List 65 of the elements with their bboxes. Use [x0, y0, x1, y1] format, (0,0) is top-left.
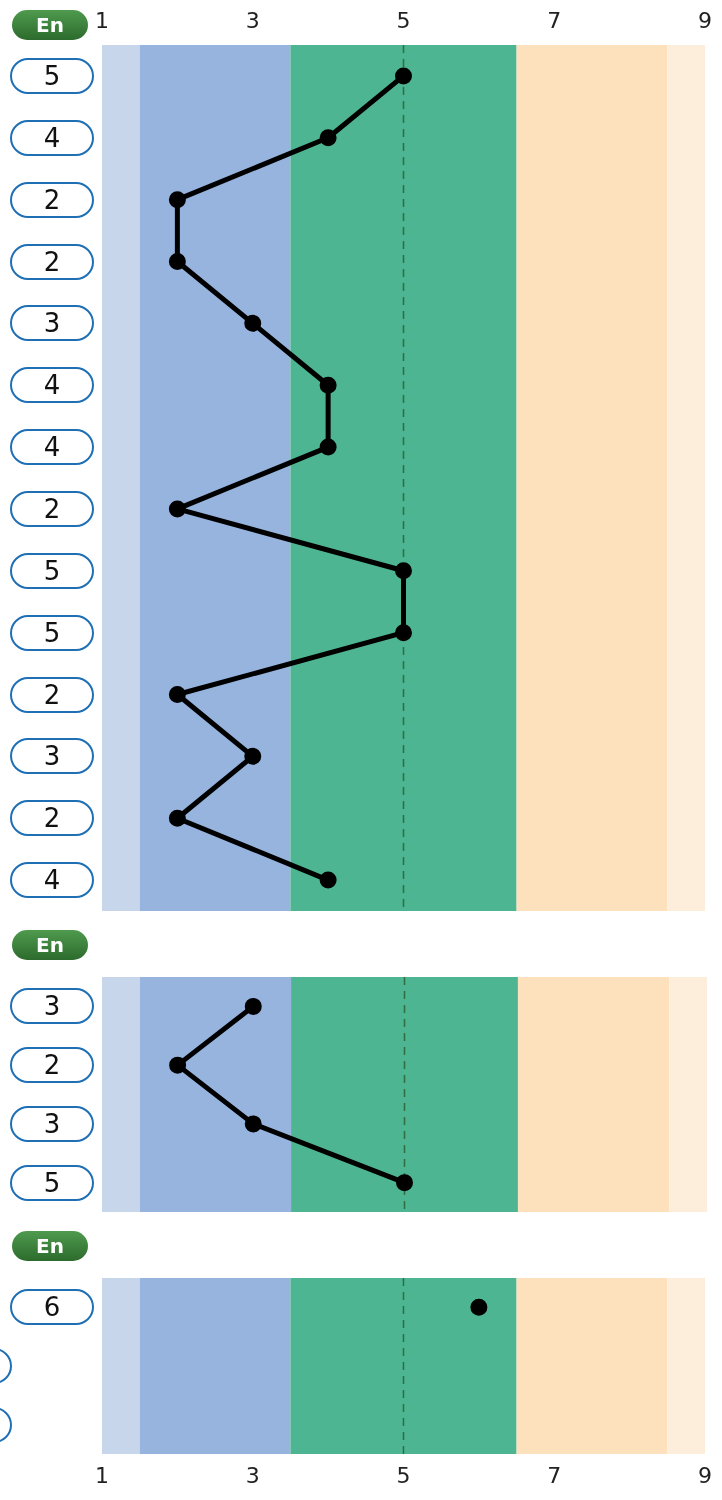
label-frame: 3 — [10, 305, 94, 342]
label-frame: 2 — [10, 243, 94, 280]
label-frame: 6 — [10, 1289, 94, 1326]
point — [168, 191, 186, 209]
point — [168, 686, 186, 703]
y-tick-label: 4 — [43, 122, 61, 153]
point — [319, 438, 337, 456]
chart-title: En — [12, 930, 88, 960]
y-tick-label: 5 — [43, 617, 61, 648]
y-tick-label: 6 — [43, 1292, 61, 1323]
y-tick-label: 3 — [43, 308, 61, 339]
y-tick-label: 2 — [43, 184, 61, 215]
y-tick-label: 4 — [43, 370, 61, 401]
y-tick-label: 5 — [43, 555, 61, 586]
point — [395, 562, 412, 580]
label-frame: 5 — [10, 1164, 94, 1201]
label-frame: 4 — [10, 119, 94, 156]
label-frame: 2 — [10, 800, 94, 837]
y-tick-label: 2 — [43, 1050, 61, 1081]
y-tick-label: 4 — [43, 432, 61, 463]
point — [168, 500, 186, 518]
label-frame: 5 — [10, 614, 94, 651]
chart-title: En — [12, 10, 88, 40]
point — [319, 376, 337, 394]
x-tick-label: 1 — [95, 7, 109, 33]
y-tick-label: 5 — [43, 1167, 61, 1198]
label-frame: 2 — [10, 181, 94, 218]
y-tick-label: 5 — [43, 60, 61, 91]
label-frame: 3 — [10, 738, 94, 775]
label-frame: 2 — [10, 490, 94, 527]
label-frame: 4 — [10, 429, 94, 466]
point — [319, 871, 337, 889]
point — [244, 747, 262, 765]
y-tick-label: 3 — [43, 1108, 61, 1139]
x-tick-label: 9 — [698, 7, 712, 33]
point — [319, 129, 337, 147]
point — [168, 253, 186, 270]
y-tick-label: 2 — [43, 493, 61, 524]
x-tick-label: 1 — [95, 1462, 109, 1488]
x-tick-label: 5 — [396, 7, 411, 33]
y-tick-label: 2 — [43, 803, 61, 834]
label-frame: 2 — [10, 676, 94, 713]
y-tick-label: 3 — [43, 741, 61, 772]
point — [168, 809, 186, 827]
y-tick-label: 2 — [43, 246, 61, 277]
y-tick-label: 3 — [43, 991, 61, 1022]
x-tick-label: 7 — [547, 1462, 562, 1488]
x-tick-label: 9 — [698, 1462, 712, 1488]
label-frame: 5 — [10, 552, 94, 589]
label-frame: 3 — [10, 988, 94, 1025]
y-tick-label: 2 — [43, 679, 61, 710]
label-frame: 5 — [10, 57, 94, 94]
x-tick-label: 3 — [245, 1462, 260, 1488]
chart-title: En — [12, 1231, 88, 1261]
x-tick-label: 5 — [396, 1462, 411, 1488]
point — [395, 624, 412, 642]
point — [244, 314, 262, 332]
label-frame: 4 — [10, 367, 94, 404]
x-tick-label: 3 — [245, 7, 260, 33]
point — [395, 67, 412, 85]
label-frame: 2 — [10, 1047, 94, 1084]
label-frame: 3 — [10, 1105, 94, 1142]
label-frame: 4 — [10, 862, 94, 899]
x-tick-label: 7 — [547, 7, 562, 33]
y-tick-label: 4 — [43, 865, 61, 896]
